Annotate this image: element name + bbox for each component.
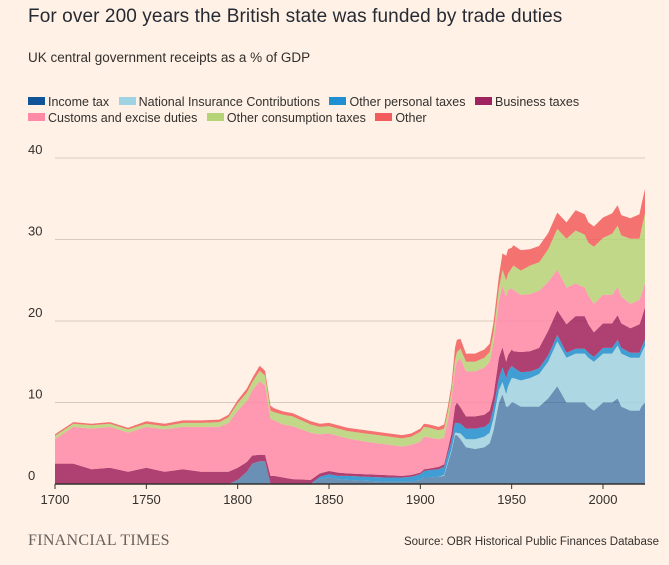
legend-label: Business taxes <box>495 95 580 109</box>
legend-row-2: Customs and excise duties Other consumpt… <box>28 110 668 126</box>
legend-label: Customs and excise duties <box>48 111 198 125</box>
ft-logo: FINANCIAL TIMES <box>28 532 170 549</box>
area-customs-and-excise-duties <box>55 269 645 480</box>
legend-item-other-consumption-taxes: Other consumption taxes <box>206 110 366 126</box>
chart-legend: Income tax National Insurance Contributi… <box>28 94 668 126</box>
legend-item-national-insurance: National Insurance Contributions <box>118 94 320 110</box>
y-tick-label: 40 <box>28 142 42 157</box>
legend-swatch <box>28 97 45 105</box>
legend-label: National Insurance Contributions <box>138 95 320 109</box>
y-tick-label: 20 <box>28 305 42 320</box>
y-tick-label: 30 <box>28 224 42 239</box>
legend-item-business-taxes: Business taxes <box>475 94 579 110</box>
legend-swatch <box>375 113 393 121</box>
legend-label: Other consumption taxes <box>226 111 366 125</box>
y-tick-label: 0 <box>28 468 35 483</box>
source-note: Source: OBR Historical Public Finances D… <box>403 536 659 548</box>
legend-label: Other personal taxes <box>349 95 466 109</box>
legend-swatch <box>28 113 45 121</box>
legend-swatch <box>329 97 347 105</box>
chart-title: For over 200 years the British state was… <box>28 6 563 27</box>
x-tick-label: 2000 <box>589 492 618 507</box>
x-tick-label: 1800 <box>223 492 252 507</box>
x-tick-label: 1750 <box>132 492 161 507</box>
x-tick-label: 1700 <box>41 492 70 507</box>
area-business-taxes <box>55 307 645 484</box>
x-tick-label: 1950 <box>497 492 526 507</box>
legend-swatch <box>206 113 224 121</box>
y-tick-label: 10 <box>28 387 42 402</box>
legend-label: Income tax <box>48 95 110 109</box>
legend-item-customs-excise: Customs and excise duties <box>28 110 197 126</box>
legend-row-1: Income tax National Insurance Contributi… <box>28 94 668 110</box>
x-tick-label: 1900 <box>406 492 435 507</box>
legend-swatch <box>475 97 492 105</box>
chart-subtitle: UK central government receipts as a % of… <box>28 50 311 65</box>
legend-label: Other <box>395 111 427 125</box>
legend-item-other: Other <box>375 110 427 126</box>
area-national-insurance-contributions <box>55 341 645 484</box>
x-tick-label: 1850 <box>315 492 344 507</box>
legend-item-other-personal-taxes: Other personal taxes <box>329 94 466 110</box>
legend-item-income-tax: Income tax <box>28 94 109 110</box>
area-income-tax <box>55 386 645 484</box>
stacked-area-chart: 0 10 20 30 40 1700 1750 1800 1850 1900 1950 2000 <box>28 142 645 507</box>
legend-swatch <box>118 97 136 105</box>
